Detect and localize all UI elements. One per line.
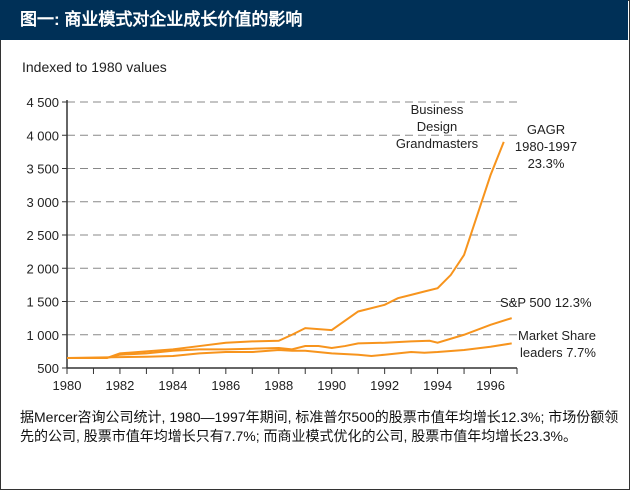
- y-tick-label: 2 000: [26, 261, 59, 276]
- x-tick-label: 1988: [264, 378, 293, 393]
- y-tick-label: 4 000: [26, 128, 59, 143]
- label-market-share-2: leaders 7.7%: [520, 345, 596, 360]
- x-tick-label: 1984: [158, 378, 187, 393]
- line-chart: Indexed to 1980 values 500 1 000 1 500 2 00…: [22, 59, 596, 393]
- x-tick-label: 1980: [53, 378, 82, 393]
- x-tick-label: 1996: [476, 378, 505, 393]
- y-tick-label: 2 500: [26, 228, 59, 243]
- gagr-label-1: GAGR: [527, 122, 565, 137]
- y-tick-label: 500: [37, 361, 59, 376]
- series-market-share-line: [66, 342, 512, 360]
- x-tick-label: 1986: [211, 378, 240, 393]
- x-tick-label: 1994: [423, 378, 452, 393]
- label-grandmasters-1: Business: [411, 102, 464, 117]
- gagr-label-3: 23.3%: [528, 156, 565, 171]
- x-tick-label: 1982: [105, 378, 134, 393]
- y-tick-label: 3 500: [26, 162, 59, 177]
- y-axis-label: Indexed to 1980 values: [22, 59, 167, 75]
- label-grandmasters-3: Grandmasters: [396, 136, 479, 151]
- figure-caption: 据Mercer咨询公司统计, 1980—1997年期间, 标准普尔500的股票市…: [20, 409, 619, 444]
- y-tick-label: 3 000: [26, 195, 59, 210]
- label-grandmasters-2: Design: [417, 119, 457, 134]
- series-sp500-line: [67, 317, 513, 360]
- label-market-share-1: Market Share: [518, 328, 596, 343]
- series-grandmasters-line: [67, 141, 505, 360]
- y-tick-label: 4 500: [26, 95, 59, 110]
- figure-title: 图一: 商业模式对企业成长价值的影响: [0, 0, 628, 40]
- y-tick-label: 1 500: [26, 295, 59, 310]
- gagr-label-2: 1980-1997: [515, 139, 577, 154]
- x-tick-label: 1990: [317, 378, 346, 393]
- y-tick-label: 1 000: [26, 328, 59, 343]
- label-sp500: S&P 500 12.3%: [500, 295, 592, 310]
- x-tick-label: 1992: [370, 378, 399, 393]
